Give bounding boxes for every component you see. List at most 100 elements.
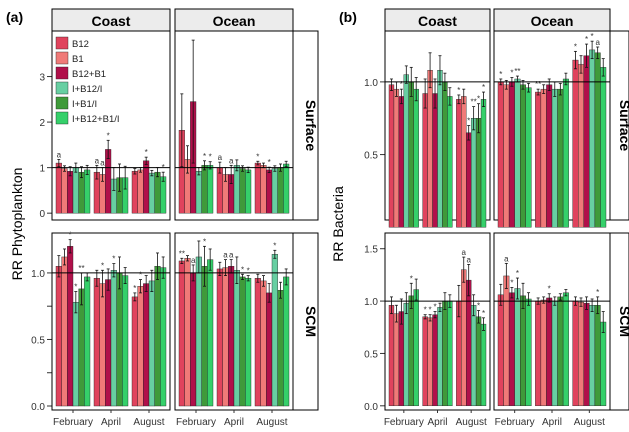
bar-coast-surface-a-february-2: [67, 171, 74, 214]
column-strip-label-ocean-a: Ocean: [213, 13, 256, 29]
bar-ocean-scm-b-february-4: [520, 295, 526, 407]
bar-ocean-scm-a-february-5: [207, 259, 214, 407]
bar-ocean-surface-b-february-1: [503, 84, 510, 228]
signif-label-coast-scm-b-april-2: *: [433, 303, 436, 312]
bar-coast-scm-b-april-1: [427, 317, 433, 407]
bar-coast-scm-b-february-3: [403, 302, 409, 407]
bar-coast-scm-b-february-0: [388, 305, 395, 407]
signif-label-ocean-scm-a-august-3: *: [273, 241, 276, 250]
bar-coast-scm-b-february-5: [413, 289, 419, 407]
bar-coast-surface-b-february-4: [408, 81, 414, 228]
column-strip-label-ocean-b: Ocean: [531, 13, 574, 29]
bar-coast-surface-a-april-2: [105, 149, 112, 214]
signif-label-ocean-surface-a-august-0: *: [256, 152, 259, 161]
bar-coast-scm-a-april-5: [122, 275, 129, 407]
bar-ocean-surface-a-august-3: [271, 168, 278, 214]
bar-coast-surface-b-february-5: [413, 88, 419, 228]
signif-label-coast-scm-b-april-0: *: [424, 306, 427, 315]
bar-ocean-scm-a-april-3: [233, 270, 240, 407]
signif-label-ocean-surface-a-april-0: a: [218, 153, 223, 162]
signif-label-coast-scm-b-april-1: *: [429, 306, 432, 315]
bar-ocean-surface-b-august-5: [600, 67, 607, 228]
bar-ocean-scm-a-february-1: [184, 258, 191, 407]
signif-label-coast-surface-b-august-3: **: [471, 98, 477, 107]
bar-coast-surface-b-august-1: [461, 96, 467, 228]
bar-ocean-scm-b-february-3: [514, 288, 521, 407]
bar-coast-scm-b-april-0: [422, 316, 428, 407]
bar-ocean-scm-a-august-3: [271, 254, 278, 407]
bar-coast-surface-b-august-5: [480, 99, 487, 228]
signif-label-ocean-scm-a-february-2: a: [191, 256, 196, 265]
column-strip-label-coast-b: Coast: [418, 13, 457, 29]
bar-coast-surface-b-february-1: [393, 88, 400, 228]
bar-ocean-surface-a-august-5: [283, 163, 290, 214]
signif-label-coast-scm-b-february-4: *: [410, 274, 413, 283]
xtick-label-ocean-scm-b-2: August: [574, 417, 605, 428]
signif-label-ocean-surface-b-august-3: *: [591, 32, 594, 41]
signif-label-ocean-scm-b-april-2: *: [548, 285, 551, 294]
signif-label-ocean-surface-b-february-2: *: [510, 69, 513, 78]
bar-coast-scm-a-april-0: [93, 278, 100, 407]
bar-ocean-scm-a-february-4: [201, 266, 208, 407]
ytick-label-scm-a-4: 1.0: [31, 269, 45, 280]
bar-ocean-scm-b-april-0: [535, 300, 542, 407]
bar-ocean-scm-b-april-3: [551, 300, 558, 407]
ytick-label-surface-a-2: 2: [39, 118, 45, 129]
bar-ocean-scm-a-august-4: [277, 290, 284, 407]
signif-label-ocean-scm-a-april-2: a: [229, 251, 234, 260]
bar-ocean-surface-a-april-4: [239, 168, 246, 214]
bar-ocean-scm-b-april-2: [546, 297, 553, 407]
bar-ocean-surface-b-april-5: [562, 78, 569, 228]
bar-coast-scm-b-february-4: [408, 295, 414, 407]
bar-ocean-scm-b-february-0: [497, 294, 504, 407]
ytick-label-surface-b-0: 0.5: [364, 151, 378, 162]
signif-label-ocean-scm-a-april-4: *: [241, 265, 244, 274]
ytick-label-scm-b-3: 1.5: [364, 245, 378, 256]
bar-coast-surface-a-february-1: [61, 168, 68, 214]
bar-coast-surface-a-august-0: [131, 171, 138, 214]
bar-coast-scm-a-february-0: [55, 266, 62, 407]
legend-label-0: B12: [72, 39, 89, 50]
bar-ocean-surface-b-february-3: [514, 78, 521, 228]
bar-coast-scm-b-august-5: [480, 323, 487, 407]
bar-ocean-surface-b-august-0: [572, 59, 579, 228]
xtick-label-coast-scm-b-2: August: [456, 417, 487, 428]
bar-coast-scm-a-august-0: [131, 296, 138, 407]
xtick-label-coast-scm-b-1: April: [427, 417, 447, 428]
row-strip-label-surface-b: Surface: [617, 100, 629, 152]
ytick-label-surface-a-0: 0: [39, 209, 45, 220]
xtick-label-coast-scm-a-2: August: [133, 417, 164, 428]
ytick-label-scm-b-1: 0.5: [364, 349, 378, 360]
bar-ocean-scm-a-february-3: [195, 256, 202, 407]
signif-label-coast-scm-b-august-2: a: [466, 255, 471, 264]
bar-coast-surface-b-april-4: [442, 81, 448, 228]
signif-label-ocean-surface-b-august-2: *: [585, 35, 588, 44]
xtick-label-ocean-scm-a-2: August: [256, 417, 287, 428]
facet-plots: CoastOceanSurface0123aaa*****aa**SCM0.00…: [31, 8, 629, 428]
signif-label-ocean-scm-a-february-4: *: [203, 237, 206, 246]
signif-label-coast-surface-a-february-0: a: [57, 150, 62, 159]
bar-coast-surface-b-april-3: [437, 70, 443, 228]
bar-ocean-surface-a-august-1: [260, 165, 267, 214]
bar-coast-scm-b-august-2: [466, 279, 472, 407]
bar-ocean-scm-b-august-1: [578, 301, 584, 407]
column-strip-label-coast-a: Coast: [92, 13, 131, 29]
bar-ocean-surface-b-april-0: [535, 91, 542, 228]
signif-label-coast-surface-b-august-0: *: [457, 86, 460, 95]
signif-label-ocean-surface-b-april-0: **: [535, 80, 541, 89]
bar-ocean-scm-a-april-5: [245, 278, 252, 407]
bar-coast-surface-a-august-2: [143, 160, 150, 214]
bar-coast-scm-b-april-3: [437, 307, 443, 407]
bar-ocean-surface-a-august-2: [266, 169, 273, 214]
legend-swatch-4: [55, 96, 69, 110]
signif-label-coast-surface-a-august-2: *: [145, 148, 148, 157]
bar-ocean-scm-a-august-5: [283, 276, 290, 407]
bar-ocean-surface-b-april-1: [540, 88, 547, 228]
bar-coast-scm-a-february-4: [78, 288, 85, 407]
bar-ocean-scm-a-february-2: [190, 272, 197, 407]
bar-ocean-scm-a-august-1: [260, 280, 267, 407]
row-strip-label-scm-a: SCM: [303, 306, 319, 337]
bar-ocean-surface-a-april-0: [216, 167, 223, 214]
legend-label-1: B1: [72, 54, 84, 65]
